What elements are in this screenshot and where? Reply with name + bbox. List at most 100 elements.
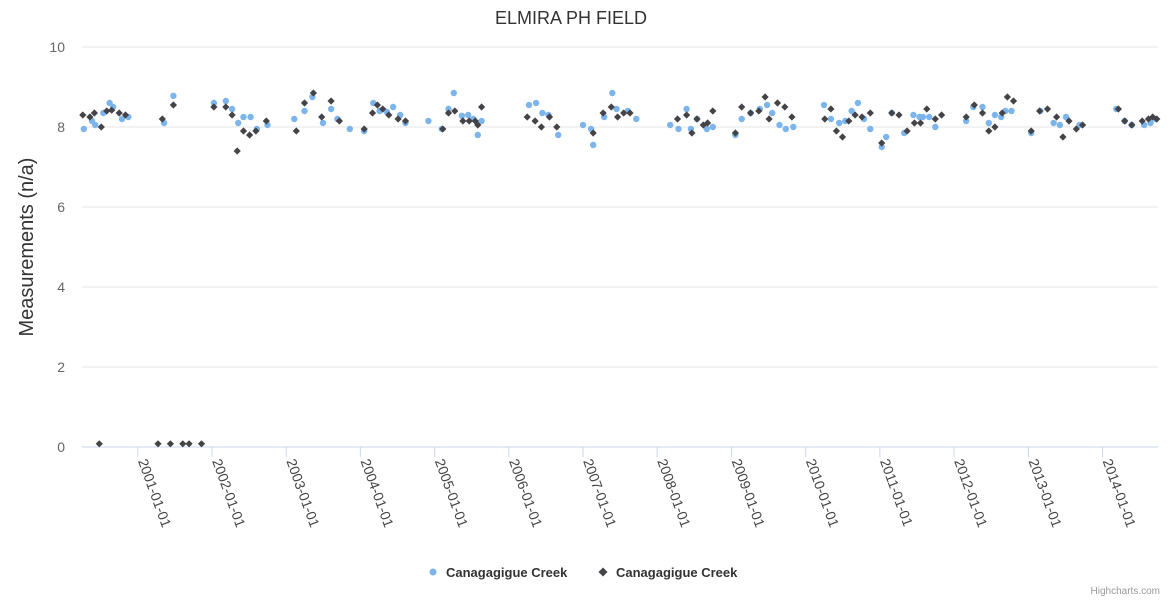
series-1-point-50[interactable] xyxy=(589,129,597,137)
series-1-point-88[interactable] xyxy=(938,111,946,119)
series-0-point-2[interactable] xyxy=(92,121,99,129)
series-1-point-19[interactable] xyxy=(233,147,241,155)
series-1-point-37[interactable] xyxy=(439,125,447,133)
series-1-point-87[interactable] xyxy=(931,115,939,123)
series-1-point-12[interactable] xyxy=(169,101,177,109)
credits-link[interactable]: Highcharts.com xyxy=(1091,586,1160,597)
series-1-point-97[interactable] xyxy=(1027,127,1035,135)
series-1-point-91[interactable] xyxy=(978,109,987,117)
series-1-point-58[interactable] xyxy=(688,129,696,137)
series-1-point-34[interactable] xyxy=(385,111,393,119)
series-1-point-17[interactable] xyxy=(222,103,230,111)
series-1-point-52[interactable] xyxy=(607,103,615,111)
series-1-point-70[interactable] xyxy=(781,103,789,111)
series-0-point-71[interactable] xyxy=(827,115,835,123)
series-1-point-22[interactable] xyxy=(252,127,260,135)
series-1-point-78[interactable] xyxy=(858,113,866,121)
series-1-point-66[interactable] xyxy=(755,107,763,115)
series-1-point-42[interactable] xyxy=(471,117,479,125)
series-1-point-111[interactable] xyxy=(1153,115,1161,123)
series-0-point-43[interactable] xyxy=(539,109,546,117)
series-1-point-89[interactable] xyxy=(962,113,970,121)
legend-item-circle-series[interactable]: Canagagigue Creek xyxy=(429,565,569,580)
series-0-point-21[interactable] xyxy=(319,119,327,127)
series-1-point-104[interactable] xyxy=(1079,121,1087,129)
series-0-point-40[interactable] xyxy=(478,117,485,125)
series-1-point-73[interactable] xyxy=(827,105,835,113)
series-1-point-30[interactable] xyxy=(360,125,368,133)
series-0-point-56[interactable] xyxy=(683,105,690,113)
series-0-point-89[interactable] xyxy=(979,103,986,111)
series-1-point-8[interactable] xyxy=(121,111,130,119)
series-1-point-107[interactable] xyxy=(1128,121,1136,129)
series-1-point-16[interactable] xyxy=(210,103,218,111)
series-1-point-26[interactable] xyxy=(309,89,317,97)
series-1-point-28[interactable] xyxy=(327,97,335,105)
series-0-point-29[interactable] xyxy=(389,103,397,111)
series-0-point-91[interactable] xyxy=(991,111,999,119)
series-1-point-40[interactable] xyxy=(459,117,467,125)
series-1-point-56[interactable] xyxy=(673,115,682,123)
series-0-point-36[interactable] xyxy=(458,112,466,120)
series-1-point-106[interactable] xyxy=(1121,117,1129,125)
series-0-point-53[interactable] xyxy=(633,115,640,123)
series-1-point-23[interactable] xyxy=(262,117,270,125)
series-0-point-11[interactable] xyxy=(222,97,229,105)
series-1-point-38[interactable] xyxy=(444,109,453,117)
series-0-point-51[interactable] xyxy=(613,105,620,113)
series-1-point-59[interactable] xyxy=(693,115,701,123)
series-1-point-36[interactable] xyxy=(401,117,410,125)
series-0-point-6[interactable] xyxy=(118,115,126,123)
series-1-point-60[interactable] xyxy=(699,121,707,129)
series-0-point-87[interactable] xyxy=(963,117,970,125)
series-1-point-6[interactable] xyxy=(108,106,116,114)
series-0-point-72[interactable] xyxy=(836,119,843,127)
series-1-point-81[interactable] xyxy=(888,109,896,117)
series-0-point-65[interactable] xyxy=(763,101,771,109)
series-1-point-61[interactable] xyxy=(704,119,712,127)
series-1-point-101[interactable] xyxy=(1059,133,1067,141)
series-1-point-110[interactable] xyxy=(1149,113,1157,121)
series-1-point-29[interactable] xyxy=(335,117,343,125)
series-1-point-105[interactable] xyxy=(1114,105,1122,113)
series-0-point-46[interactable] xyxy=(579,121,587,129)
series-0-point-42[interactable] xyxy=(532,99,540,107)
series-1-point-77[interactable] xyxy=(851,111,859,119)
series-1-point-21[interactable] xyxy=(246,131,254,139)
series-0-point-0[interactable] xyxy=(80,125,88,133)
series-1-point-84[interactable] xyxy=(910,119,918,127)
series-0-point-66[interactable] xyxy=(769,109,776,117)
series-0-point-15[interactable] xyxy=(247,113,254,121)
series-1-point-74[interactable] xyxy=(832,127,840,135)
series-0-point-67[interactable] xyxy=(776,121,783,129)
series-1-point-68[interactable] xyxy=(765,115,773,123)
series-1-point-1[interactable] xyxy=(86,113,94,121)
series-1-point-64[interactable] xyxy=(738,103,746,111)
series-1-point-54[interactable] xyxy=(620,109,628,117)
series-1-point-96[interactable] xyxy=(1009,97,1018,105)
series-1-point-14[interactable] xyxy=(185,440,193,448)
series-0-point-94[interactable] xyxy=(1008,107,1015,115)
series-1-point-4[interactable] xyxy=(97,123,105,131)
series-1-point-62[interactable] xyxy=(709,107,717,115)
series-0-point-14[interactable] xyxy=(240,113,247,121)
series-1-point-103[interactable] xyxy=(1072,125,1080,133)
series-0-point-69[interactable] xyxy=(790,123,797,131)
series-0-point-9[interactable] xyxy=(170,92,177,100)
series-1-point-53[interactable] xyxy=(614,113,622,121)
series-1-point-57[interactable] xyxy=(683,111,691,119)
series-1-point-69[interactable] xyxy=(773,99,782,107)
series-1-point-109[interactable] xyxy=(1144,115,1153,123)
series-1-point-49[interactable] xyxy=(553,123,561,131)
series-0-point-48[interactable] xyxy=(590,141,597,149)
series-1-point-13[interactable] xyxy=(179,440,187,448)
series-1-point-102[interactable] xyxy=(1065,117,1073,125)
series-1-point-5[interactable] xyxy=(103,107,111,115)
series-1-point-83[interactable] xyxy=(903,127,911,135)
series-1-point-32[interactable] xyxy=(373,101,381,109)
series-1-point-2[interactable] xyxy=(90,109,98,117)
series-1-point-27[interactable] xyxy=(318,113,326,121)
series-1-point-15[interactable] xyxy=(197,440,206,448)
series-1-point-95[interactable] xyxy=(1003,93,1011,101)
series-1-point-94[interactable] xyxy=(998,109,1006,117)
